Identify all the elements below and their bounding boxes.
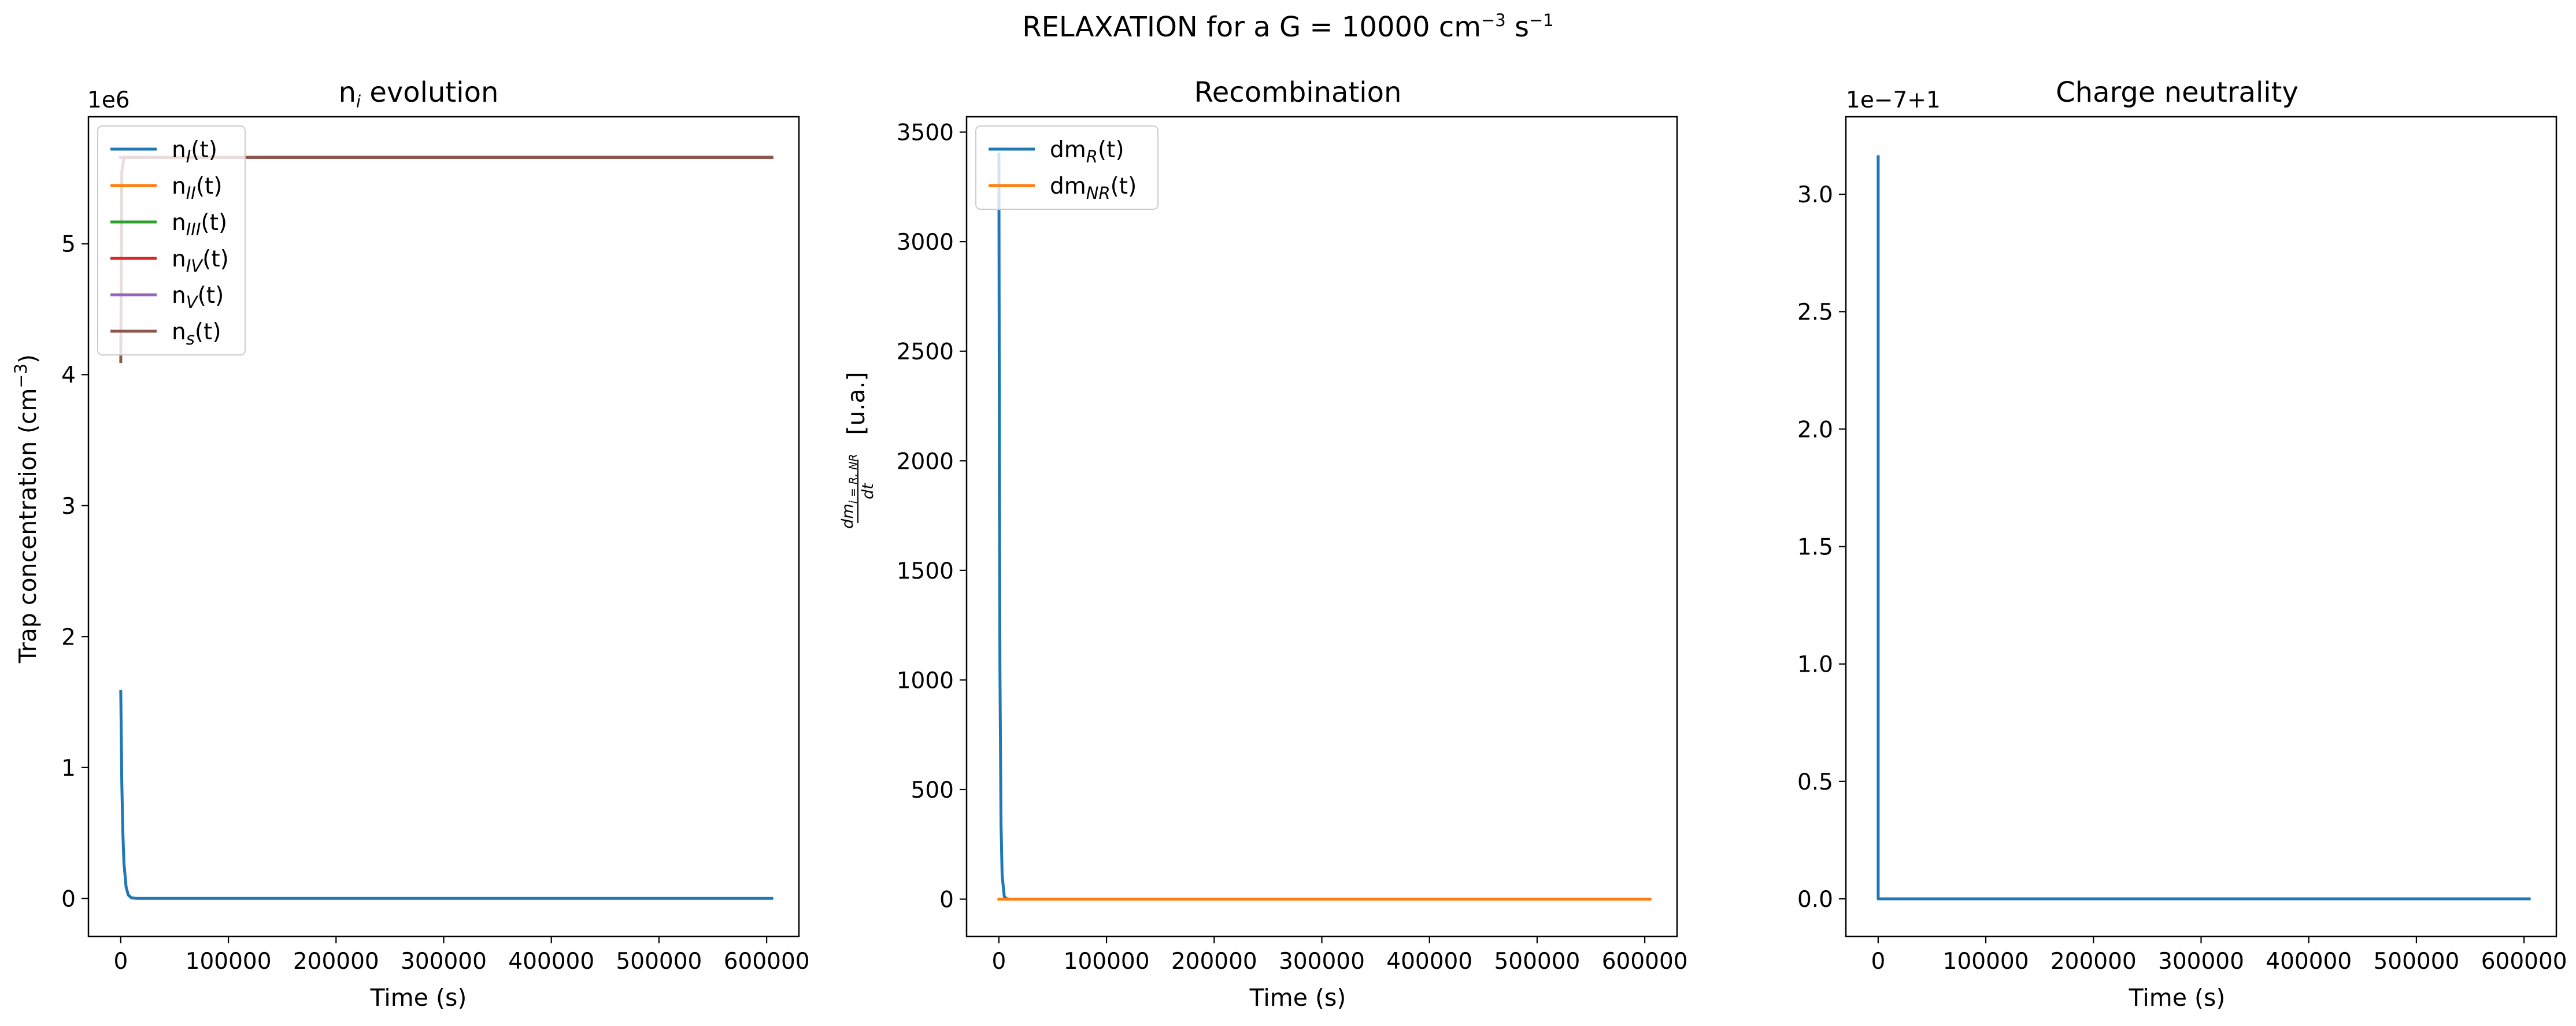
panel-recombination-legend-box — [975, 125, 1159, 210]
panel-charge-neutrality-offset-text: 1e−7+1 — [1846, 87, 1941, 113]
panel-recombination-ytick-label: 3000 — [897, 229, 954, 255]
panel-recombination-ytick-label: 2000 — [897, 449, 954, 475]
panel-recombination-legend-label: dmNR(t) — [1050, 173, 1137, 203]
panel-ni-evolution-ticks: 0 100000 200000 300000 400000 500000 600000 0 1 2… — [61, 232, 809, 975]
panel-ni-evolution-ytick-label: 1 — [61, 755, 76, 781]
panel-recombination-legend-label: dmR(t) — [1050, 137, 1124, 166]
panel-charge-neutrality-lines — [1877, 155, 2531, 901]
panel-recombination: Recombination dmi = R, NR dt [u.a.] Time… — [839, 76, 1688, 1012]
panel-recombination-ytick-label: 2500 — [897, 339, 954, 365]
panel-ni-evolution-frame — [87, 116, 800, 938]
panel-charge-neutrality-xtick-label: 200000 — [2051, 949, 2137, 975]
panel-ni-evolution-title: ni evolution — [339, 76, 499, 112]
panel-ni-evolution-xtick-label: 500000 — [616, 949, 702, 975]
panel-recombination-xtick-label: 200000 — [1171, 949, 1257, 975]
panel-ni-evolution-legend-label: nIV(t) — [172, 246, 229, 276]
panel-recombination-title: Recombination — [1194, 76, 1402, 109]
panel-ni-evolution-legend-box — [97, 125, 246, 355]
panel-ni-evolution-legend-label: nIII(t) — [172, 210, 227, 239]
panel-ni-evolution-xtick-label: 100000 — [186, 949, 272, 975]
panel-charge-neutrality-ytick-label: 0.5 — [1797, 769, 1833, 795]
panel-recombination-ytick-label: 500 — [911, 777, 954, 803]
panel-charge-neutrality-ytick-label: 0.0 — [1797, 887, 1833, 913]
panel-charge-neutrality-xtick-label: 300000 — [2158, 949, 2244, 975]
panel-ni-evolution-ytick-label: 4 — [61, 362, 76, 388]
panel-recombination-xtick-label: 0 — [991, 949, 1006, 975]
panel-ni-evolution-xtick-label: 0 — [113, 949, 128, 975]
panel-recombination-xtick-label: 600000 — [1602, 949, 1688, 975]
panel-recombination-xtick-label: 400000 — [1386, 949, 1472, 975]
panel-recombination-ytick-label: 1500 — [897, 558, 954, 584]
figure-suptitle: RELAXATION for a G = 10000 cm−3 s−1 — [1022, 10, 1554, 43]
panel-charge-neutrality-ytick-label: 1.0 — [1797, 652, 1833, 678]
panel-recombination-xlabel: Time (s) — [1249, 984, 1346, 1012]
panel-ni-evolution-series-line-ni — [119, 690, 773, 900]
panel-charge-neutrality-xlabel: Time (s) — [2129, 984, 2226, 1012]
panel-ni-evolution-xtick-label: 600000 — [724, 949, 810, 975]
panel-ni-evolution-xlabel: Time (s) — [370, 984, 467, 1012]
panel-charge-neutrality-ytick-label: 3.0 — [1797, 182, 1833, 208]
panel-charge-neutrality: Charge neutrality 1e−7+1 Time (s) 0 10000… — [1797, 76, 2567, 1012]
panel-recombination-xtick-label: 500000 — [1494, 949, 1580, 975]
panel-ni-evolution-legend-label: nI(t) — [172, 137, 217, 166]
panel-recombination-ytick-label: 0 — [939, 887, 954, 913]
panel-recombination-ylabel-denominator: dt — [859, 483, 877, 499]
panel-charge-neutrality-xtick-label: 100000 — [1943, 949, 2029, 975]
panel-recombination-lines — [997, 152, 1652, 901]
panel-ni-evolution-ytick-label: 2 — [61, 624, 76, 650]
panel-ni-evolution-ytick-label: 5 — [61, 232, 76, 258]
panel-ni-evolution: ni evolution 1e6 Trap concentration (cm−… — [11, 76, 810, 1012]
panel-charge-neutrality-frame — [1845, 116, 2558, 938]
panel-ni-evolution-ytick-label: 0 — [61, 886, 76, 912]
panel-recombination-xtick-label: 300000 — [1279, 949, 1365, 975]
panel-recombination-ylabel-numerator: dmi = R, NR — [839, 454, 860, 528]
panel-recombination-ylabel-unit: [u.a.] — [842, 372, 870, 435]
panel-ni-evolution-ylabel: Trap concentration (cm−3) — [11, 354, 42, 664]
panel-charge-neutrality-series-line-series — [1877, 155, 2531, 901]
panel-ni-evolution-legend-label: ns(t) — [172, 319, 221, 349]
panel-charge-neutrality-xtick-label: 500000 — [2373, 949, 2459, 975]
panel-recombination-legend: dmR(t) dmNR(t) — [975, 125, 1159, 210]
panel-charge-neutrality-xtick-label: 600000 — [2481, 949, 2567, 975]
panel-recombination-ylabel: dmi = R, NR dt [u.a.] — [839, 372, 877, 528]
panel-ni-evolution-offset-text: 1e6 — [87, 87, 130, 113]
panel-ni-evolution-legend: nI(t) nII(t) nIII(t) nIV(t) nV(t) ns(t) — [97, 125, 246, 355]
panel-ni-evolution-xtick-label: 200000 — [293, 949, 379, 975]
panel-ni-evolution-legend-label: nII(t) — [172, 173, 223, 203]
panel-recombination-ticks: 0 100000 200000 300000 400000 500000 600000 0 50… — [897, 120, 1688, 975]
panel-recombination-ytick-label: 3500 — [897, 120, 954, 146]
panel-ni-evolution-ytick-label: 3 — [61, 494, 76, 520]
panel-charge-neutrality-ytick-label: 2.5 — [1797, 299, 1833, 325]
panel-ni-evolution-legend-label: nV(t) — [172, 283, 224, 312]
panel-recombination-ytick-label: 1000 — [897, 668, 954, 694]
panel-recombination-xtick-label: 100000 — [1064, 949, 1150, 975]
panel-charge-neutrality-ytick-label: 1.5 — [1797, 535, 1833, 561]
panel-charge-neutrality-ticks: 0 100000 200000 300000 400000 500000 600000 0.0… — [1797, 182, 2567, 975]
panel-charge-neutrality-title: Charge neutrality — [2056, 76, 2299, 109]
panel-charge-neutrality-ytick-label: 2.0 — [1797, 417, 1833, 443]
panel-ni-evolution-xtick-label: 400000 — [508, 949, 594, 975]
panel-charge-neutrality-xtick-label: 0 — [1871, 949, 1885, 975]
panel-recombination-frame — [965, 116, 1678, 938]
panel-charge-neutrality-xtick-label: 400000 — [2266, 949, 2352, 975]
panel-ni-evolution-xtick-label: 300000 — [401, 949, 487, 975]
